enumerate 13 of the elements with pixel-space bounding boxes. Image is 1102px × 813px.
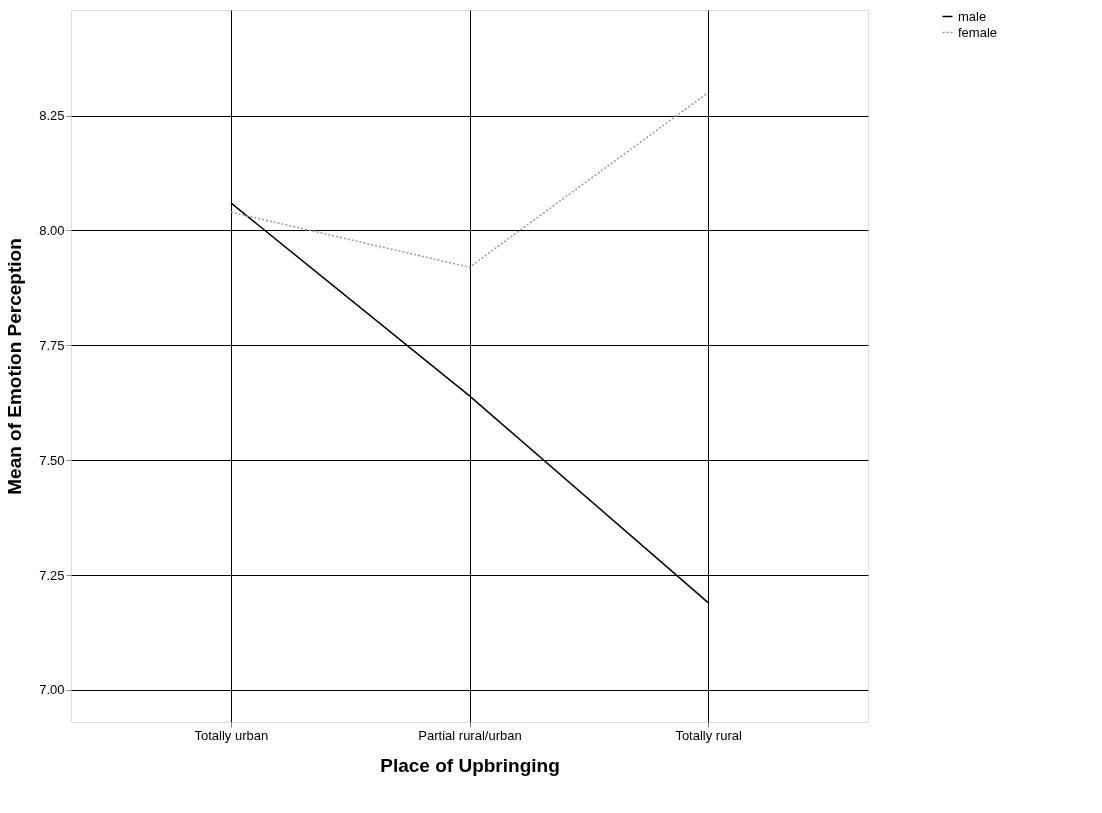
y-tick-label: 8.00: [39, 222, 65, 238]
x-tick-label: Partial rural/urban: [418, 727, 522, 743]
legend-label: male: [958, 8, 987, 24]
y-tick-label: 7.00: [39, 682, 65, 698]
y-tick-label: 8.25: [39, 108, 65, 124]
y-axis-title: Mean of Emotion Perception: [4, 238, 26, 495]
x-axis-title: Place of Upbringing: [380, 754, 560, 776]
x-tick-label: Totally rural: [675, 727, 742, 743]
x-tick-label: Totally urban: [194, 727, 269, 743]
y-tick-label: 7.50: [39, 452, 65, 468]
y-tick-label: 7.75: [39, 337, 65, 353]
y-tick-label: 7.25: [39, 567, 65, 583]
legend-label: female: [958, 24, 998, 40]
